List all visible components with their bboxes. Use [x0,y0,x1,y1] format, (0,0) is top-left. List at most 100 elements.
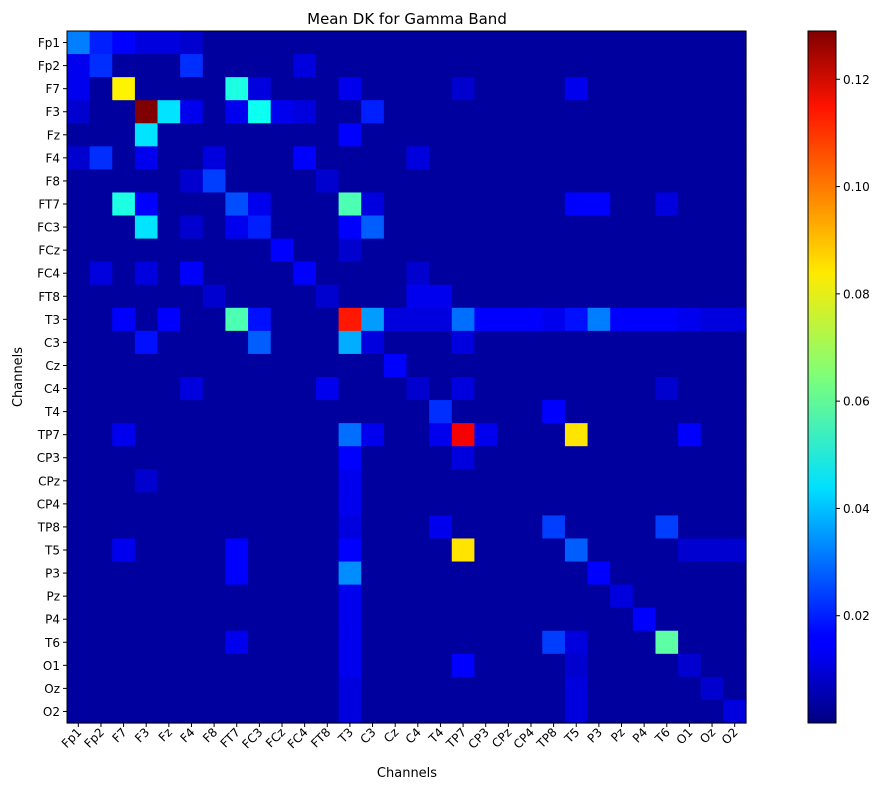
heatmap-cell-T4-FC3 [248,400,272,424]
heatmap-cell-CP4-Cz [383,492,408,516]
heatmap-cell-T4-O2 [723,400,747,424]
colorbar-tick-label: 0.08 [843,287,870,301]
heatmap-cell-FC3-FT7 [225,215,249,240]
heatmap-cell-CP4-FT8 [315,492,340,516]
heatmap-cell-FC3-T5 [564,215,589,240]
heatmap-cell-FT7-F7 [112,192,136,217]
heatmap-cell-P4-FCz [270,607,294,632]
heatmap-cell-Oz-FC4 [293,676,317,701]
heatmap-cell-Fz-F8 [202,123,227,147]
heatmap-cell-Pz-F8 [202,584,227,609]
heatmap-cell-O1-Cz [383,653,408,678]
heatmap-cell-FC3-Fp2 [89,215,113,240]
heatmap-cell-F3-P3 [587,100,611,124]
heatmap-cell-CP3-T4 [429,446,453,470]
heatmap-cell-Pz-Cz [383,584,408,609]
heatmap-cell-T6-Pz [610,630,634,655]
heatmap-cell-T4-TP8 [542,400,566,424]
heatmap-cell-T4-F4 [180,400,204,424]
heatmap-cell-FC4-T5 [564,261,589,286]
heatmap-cell-Cz-T3 [338,353,362,378]
heatmap-cell-F4-O2 [723,146,747,170]
x-tick-label: F8 [200,725,220,745]
x-tick-label: T3 [335,725,356,746]
heatmap-cell-CPz-T4 [429,469,453,493]
heatmap-cell-O1-FC4 [293,653,317,678]
heatmap-cell-Fp1-FC4 [293,31,317,55]
heatmap-cell-T6-O1 [678,630,702,655]
heatmap-cell-T5-C4 [406,538,430,563]
heatmap-cell-FT7-Fz [157,192,181,217]
colorbar-tick-label: 0.10 [843,180,870,194]
heatmap-cell-F7-CP4 [519,77,543,101]
heatmap-cell-Fz-T4 [429,123,453,147]
x-tick-label: CP3 [465,725,491,751]
heatmap-cell-F7-FC4 [293,77,317,101]
heatmap-cell-O2-Fz [157,699,181,724]
heatmap-cell-CP4-CP4 [519,492,543,516]
heatmap-cell-F4-Oz [700,146,724,170]
heatmap-cell-TP7-FC4 [293,423,317,447]
heatmap-cell-FC3-FC4 [293,215,317,240]
heatmap-cell-Fp2-T6 [655,54,679,78]
heatmap-cell-Pz-T5 [564,584,589,609]
y-tick-label: TP8 [37,520,60,534]
heatmap-cell-Oz-F8 [202,676,227,701]
x-tick-label: T6 [652,725,673,746]
heatmap-cell-T6-F7 [112,630,136,655]
heatmap-cell-C4-FC3 [248,377,272,401]
heatmap-cell-Cz-Pz [610,353,634,378]
heatmap-cell-T6-CP4 [519,630,543,655]
heatmap-cell-FT8-F3 [134,284,159,309]
heatmap-cell-T4-P4 [632,400,657,424]
heatmap-cell-TP8-CP4 [519,515,543,540]
heatmap-cell-FC3-F7 [112,215,136,240]
heatmap-cell-O2-F8 [202,699,227,724]
heatmap-cell-O1-Fp2 [89,653,113,678]
heatmap-cell-Fp2-Pz [610,54,634,78]
heatmap-cell-FC3-CPz [497,215,521,240]
heatmap-cell-Pz-FT8 [315,584,340,609]
heatmap-cell-FC3-P3 [587,215,611,240]
heatmap-cell-Cz-FT7 [225,353,249,378]
heatmap-cell-Cz-FC4 [293,353,317,378]
heatmap-cell-TP7-C3 [361,423,385,447]
heatmap-cell-Cz-Fp1 [67,353,91,378]
heatmap-cell-FCz-FCz [270,238,294,263]
heatmap-cell-Fp2-C3 [361,54,385,78]
heatmap-cell-FCz-P4 [632,238,657,263]
heatmap-cell-FC4-Pz [610,261,634,286]
heatmap-cell-F8-Pz [610,169,634,194]
heatmap-cell-TP8-F4 [180,515,204,540]
heatmap-cell-CPz-FT7 [225,469,249,493]
heatmap-cell-P3-FC4 [293,561,317,586]
heatmap-cell-T4-T4 [429,400,453,424]
heatmap-cell-FT7-T5 [564,192,589,217]
heatmap-cell-C4-C4 [406,377,430,401]
heatmap-cell-T6-T3 [338,630,362,655]
heatmap-cell-Pz-Oz [700,584,724,609]
heatmap-cell-CPz-FT8 [315,469,340,493]
heatmap-cell-Cz-FT8 [315,353,340,378]
heatmap-cell-O2-C3 [361,699,385,724]
heatmap-cell-O1-Pz [610,653,634,678]
heatmap-cell-CPz-C4 [406,469,430,493]
heatmap-cell-T6-FT7 [225,630,249,655]
heatmap-cell-O1-CP4 [519,653,543,678]
heatmap-cell-T6-C3 [361,630,385,655]
heatmap-cell-P3-Fp1 [67,561,91,586]
heatmap-cell-FT8-FC3 [248,284,272,309]
heatmap-cell-FC4-CPz [497,261,521,286]
heatmap-cell-C4-TP7 [451,377,475,401]
heatmap-cell-CP4-T6 [655,492,679,516]
chart-title: Mean DK for Gamma Band [307,10,507,28]
heatmap-cell-FC3-Pz [610,215,634,240]
heatmap-cell-O1-FT8 [315,653,340,678]
heatmap-cell-TP8-C3 [361,515,385,540]
x-tick-label: T4 [425,725,446,746]
heatmap-cell-F4-CP3 [474,146,498,170]
heatmap-cell-FCz-C3 [361,238,385,263]
heatmap-cell-F4-FC4 [293,146,317,170]
y-tick-label: CP3 [37,451,60,465]
y-tick-label: F3 [45,105,60,119]
